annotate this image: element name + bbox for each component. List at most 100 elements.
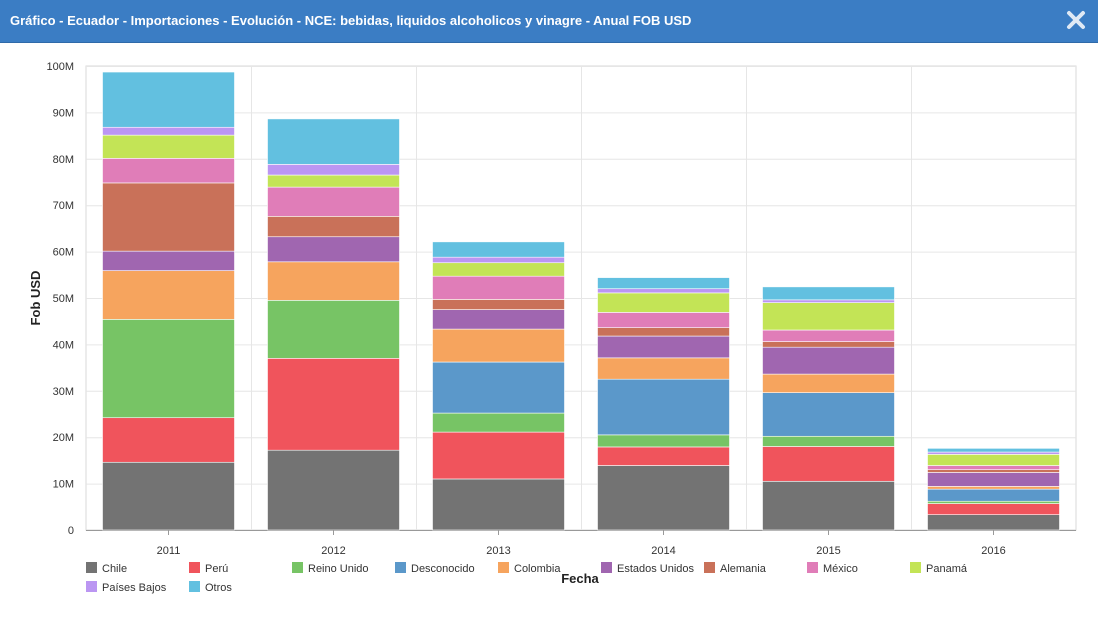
bar-segment[interactable] <box>762 286 895 301</box>
bar-segment[interactable] <box>762 435 895 447</box>
bar-segment[interactable] <box>102 71 235 128</box>
bar-segment[interactable] <box>597 327 730 337</box>
bar-segment[interactable] <box>267 186 400 217</box>
bar-segment[interactable] <box>102 158 235 184</box>
close-icon[interactable] <box>1062 6 1090 34</box>
legend-item[interactable]: Alemania <box>704 562 767 575</box>
bar-segment[interactable] <box>927 486 1060 490</box>
bar-segment[interactable] <box>927 472 1060 487</box>
legend-label: Países Bajos <box>102 582 167 594</box>
legend-item[interactable]: Estados Unidos <box>601 562 695 575</box>
bar-segment[interactable] <box>267 261 400 301</box>
bar-segment[interactable] <box>927 465 1060 470</box>
bar-segment[interactable] <box>267 449 400 531</box>
y-tick-label: 70M <box>53 200 74 212</box>
bar-segment[interactable] <box>432 412 565 433</box>
bar-segment[interactable] <box>597 288 730 294</box>
bar-segment[interactable] <box>432 328 565 363</box>
legend-label: Perú <box>205 563 228 575</box>
bar-segment[interactable] <box>432 241 565 258</box>
x-tick-label: 2012 <box>321 545 345 557</box>
legend-item[interactable]: Colombia <box>498 562 561 575</box>
bar-segment[interactable] <box>762 446 895 482</box>
bar-segment[interactable] <box>927 454 1060 466</box>
bar-segment[interactable] <box>432 256 565 264</box>
legend-label: Estados Unidos <box>617 563 695 575</box>
bar-segment[interactable] <box>267 118 400 165</box>
x-tick-label: 2011 <box>157 545 181 557</box>
bar-segment[interactable] <box>102 319 235 419</box>
bar-segment[interactable] <box>267 174 400 188</box>
bar-segment[interactable] <box>762 341 895 348</box>
bar-segment[interactable] <box>102 134 235 159</box>
bar-segment[interactable] <box>432 309 565 330</box>
bar-segment[interactable] <box>762 346 895 375</box>
x-axis-label: Fecha <box>561 571 599 586</box>
y-tick-label: 10M <box>53 479 74 491</box>
legend-swatch <box>498 562 509 573</box>
bar-segment[interactable] <box>927 500 1060 504</box>
bar-segment[interactable] <box>267 300 400 359</box>
y-tick-label: 30M <box>53 386 74 398</box>
legend-item[interactable]: Países Bajos <box>86 581 167 594</box>
bar-segment[interactable] <box>102 182 235 252</box>
bar-segment[interactable] <box>597 378 730 436</box>
bar-segment[interactable] <box>597 312 730 328</box>
bar-segment[interactable] <box>927 469 1060 473</box>
bar-segment[interactable] <box>102 250 235 271</box>
dialog-titlebar: Gráfico - Ecuador - Importaciones - Evol… <box>0 0 1098 43</box>
legend-swatch <box>910 562 921 573</box>
bar-segment[interactable] <box>762 299 895 303</box>
y-tick-label: 90M <box>53 107 74 119</box>
bar-segment[interactable] <box>597 292 730 313</box>
bar-segment[interactable] <box>432 361 565 414</box>
legend-label: Otros <box>205 582 232 594</box>
bar-segment[interactable] <box>432 478 565 531</box>
bar-segment[interactable] <box>597 357 730 380</box>
bar-segment[interactable] <box>927 451 1060 455</box>
bar-segment[interactable] <box>102 126 235 136</box>
bar-segment[interactable] <box>927 503 1060 515</box>
bar-segment[interactable] <box>432 431 565 480</box>
legend-item[interactable]: Otros <box>189 581 232 594</box>
y-tick-label: 80M <box>53 154 74 166</box>
bar-segment[interactable] <box>267 216 400 238</box>
bar-segment[interactable] <box>267 164 400 176</box>
y-tick-label: 50M <box>53 293 74 305</box>
bar-segment[interactable] <box>102 270 235 320</box>
bar-segment[interactable] <box>762 329 895 342</box>
bar-segment[interactable] <box>432 299 565 310</box>
bar-segment[interactable] <box>762 373 895 393</box>
legend-swatch <box>292 562 303 573</box>
bar-segment[interactable] <box>267 236 400 263</box>
y-axis-ticks: 0 10M 20M 30M 40M 50M 60M 70M 80M 90M 100M <box>46 61 74 537</box>
bar-segment[interactable] <box>597 446 730 466</box>
y-tick-label: 60M <box>53 247 74 259</box>
legend-item[interactable]: México <box>807 562 858 575</box>
legend-item[interactable]: Panamá <box>910 562 968 575</box>
bar-segment[interactable] <box>432 275 565 300</box>
bar-segment[interactable] <box>597 335 730 359</box>
bar-segment[interactable] <box>267 358 400 451</box>
bar-segment[interactable] <box>102 461 235 531</box>
legend-label: Colombia <box>514 563 561 575</box>
bar-segment[interactable] <box>927 448 1060 453</box>
bar-segment[interactable] <box>432 262 565 277</box>
legend-label: Panamá <box>926 563 968 575</box>
bar-segment[interactable] <box>597 465 730 531</box>
bar-segment[interactable] <box>762 392 895 437</box>
bar-segment[interactable] <box>927 514 1060 531</box>
legend-item[interactable]: Perú <box>189 562 228 575</box>
legend-swatch <box>86 581 97 592</box>
bar-segment[interactable] <box>762 302 895 331</box>
bar-segment[interactable] <box>762 480 895 531</box>
bar-segment[interactable] <box>927 488 1060 502</box>
legend-item[interactable]: Reino Unido <box>292 562 369 575</box>
bar-segment[interactable] <box>102 417 235 463</box>
legend-item[interactable]: Desconocido <box>395 562 475 575</box>
bar-segment[interactable] <box>597 277 730 290</box>
bar-segment[interactable] <box>597 434 730 448</box>
x-tick-label: 2016 <box>981 545 1005 557</box>
legend-item[interactable]: Chile <box>86 562 127 575</box>
